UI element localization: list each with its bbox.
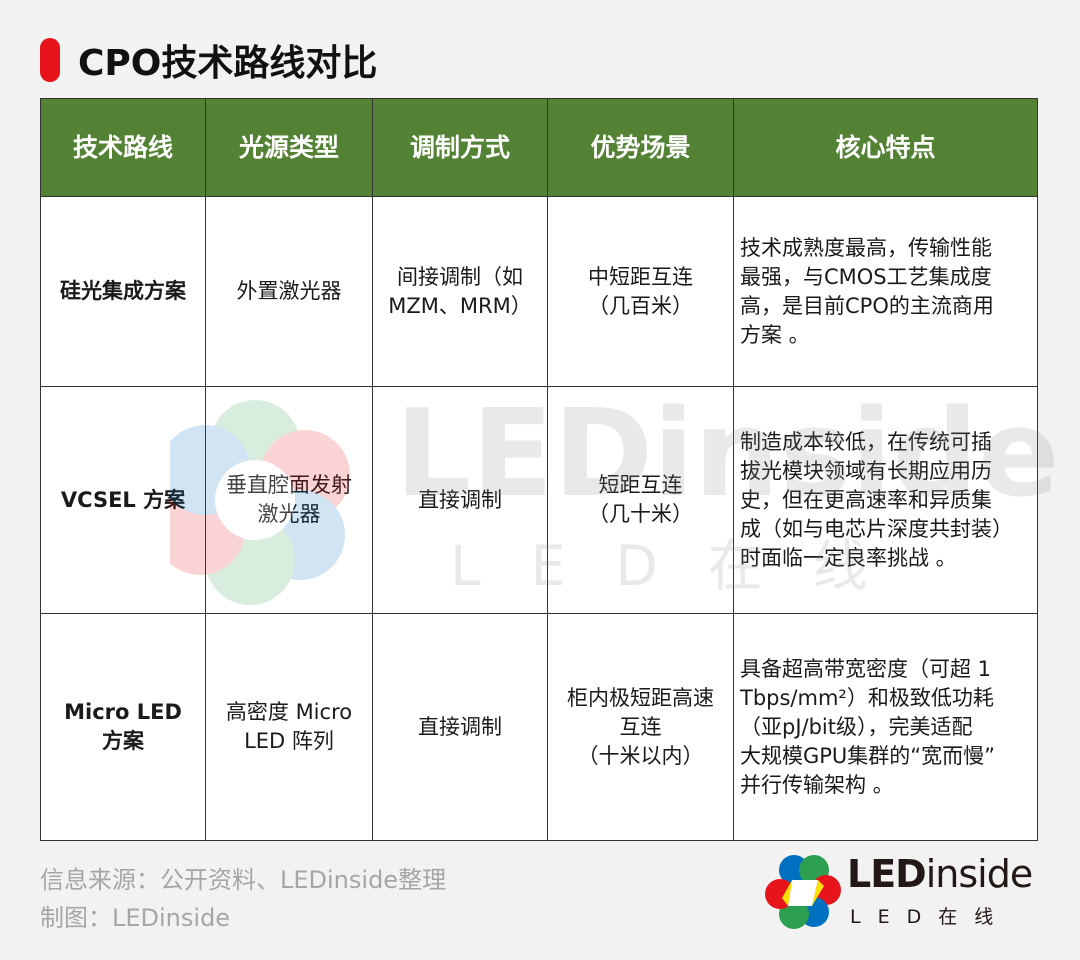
footer-made-by: 制图：LEDinside (40, 904, 231, 932)
cell-light-source: 外置激光器 (205, 196, 373, 387)
cell-modulation: 间接调制（如 MZM、MRM） (372, 196, 548, 387)
table-row: 硅光集成方案 外置激光器 间接调制（如 MZM、MRM） 中短距互连 （几百米）… (40, 196, 1038, 387)
cell-light-source: 高密度 Micro LED 阵列 (205, 613, 373, 841)
header-light-source: 光源类型 (205, 98, 373, 197)
cell-route: 硅光集成方案 (40, 196, 206, 387)
cell-features: 技术成熟度最高，传输性能 最强，与CMOS工艺集成度 高，是目前CPO的主流商用… (733, 196, 1038, 387)
cell-scenario: 短距互连 （几十米） (547, 386, 734, 614)
cell-light-source: 垂直腔面发射 激光器 (205, 386, 373, 614)
header-modulation: 调制方式 (372, 98, 548, 197)
cell-features: 制造成本较低，在传统可插 拔光模块领域有长期应用历 史，但在更高速率和异质集 成… (733, 386, 1038, 614)
header-features: 核心特点 (733, 98, 1038, 197)
table-row: Micro LED 方案 高密度 Micro LED 阵列 直接调制 柜内极短距… (40, 613, 1038, 841)
header-route: 技术路线 (40, 98, 206, 197)
cell-route: VCSEL 方案 (40, 386, 206, 614)
cell-features: 具备超高带宽密度（可超 1 Tbps/mm²）和极致低功耗 （亚pJ/bit级）… (733, 613, 1038, 841)
cell-route: Micro LED 方案 (40, 613, 206, 841)
logo-wordmark: LEDinside (847, 852, 1033, 896)
cell-scenario: 中短距互连 （几百米） (547, 196, 734, 387)
table-row: VCSEL 方案 垂直腔面发射 激光器 直接调制 短距互连 （几十米） 制造成本… (40, 386, 1038, 614)
ledinside-logo: LEDinside LED在线 (762, 852, 1052, 932)
table-header-row: 技术路线 光源类型 调制方式 优势场景 核心特点 (40, 98, 1038, 197)
page-title: CPO技术路线对比 (78, 43, 378, 84)
logo-subtitle: LED在线 (850, 906, 1011, 928)
title-accent-bar (40, 38, 60, 82)
header-scenario: 优势场景 (547, 98, 734, 197)
footer-source: 信息来源：公开资料、LEDinside整理 (40, 866, 447, 894)
comparison-table: 技术路线 光源类型 调制方式 优势场景 核心特点 硅光集成方案 外置激光器 间接… (40, 98, 1038, 841)
cell-modulation: 直接调制 (372, 613, 548, 841)
logo-flower-icon (765, 855, 841, 929)
cell-modulation: 直接调制 (372, 386, 548, 614)
cell-scenario: 柜内极短距高速 互连 （十米以内） (547, 613, 734, 841)
